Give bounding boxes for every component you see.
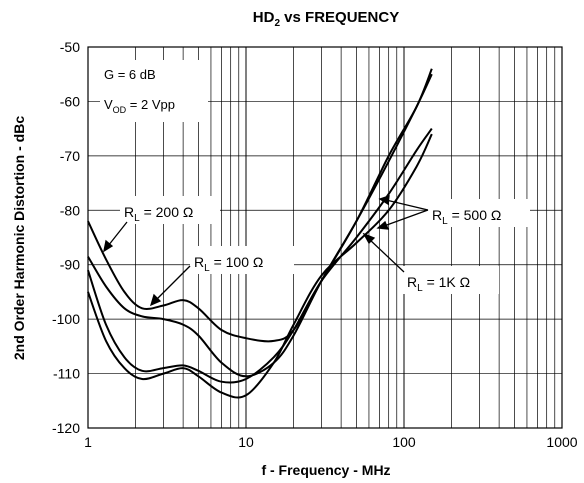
condition-gain: G = 6 dB xyxy=(104,67,156,82)
ann1k-arrowhead xyxy=(362,232,376,245)
x-tick-label: 1000 xyxy=(546,434,577,450)
ann100-arrowhead xyxy=(149,293,162,307)
series-line-1 xyxy=(87,73,433,378)
y-tick-label: -90 xyxy=(60,257,80,273)
ann500-arrowhead-2 xyxy=(376,220,390,230)
x-tick-label: 10 xyxy=(238,434,254,450)
ann100-label: RL = 100 Ω xyxy=(194,254,263,274)
ann500-arrowhead-1 xyxy=(378,195,390,206)
ann100-bg xyxy=(190,246,294,274)
series-lines xyxy=(87,68,433,399)
annotation-arrows xyxy=(103,195,429,307)
y-axis-label: 2nd Order Harmonic Distortion - dBc xyxy=(11,116,27,360)
y-tick-label: -120 xyxy=(52,420,80,436)
ann200-bg xyxy=(120,196,220,224)
y-tick-label: -100 xyxy=(52,311,80,327)
series-line-3 xyxy=(87,133,433,399)
chart-title: HD2 vs FREQUENCY xyxy=(253,9,399,29)
x-axis-label: f - Frequency - MHz xyxy=(261,462,390,478)
ann1k-bg xyxy=(403,266,499,294)
ann200-arrow xyxy=(107,221,128,247)
ann500-arrow-1 xyxy=(385,199,429,211)
ann500-label: RL = 500 Ω xyxy=(432,207,501,227)
plot-frame xyxy=(87,46,563,429)
x-tick-label: 100 xyxy=(392,434,416,450)
ann200-arrowhead xyxy=(103,239,114,253)
y-tick-label: -60 xyxy=(60,93,80,109)
ann100-arrow xyxy=(155,265,191,301)
series-line-2 xyxy=(87,128,433,384)
condition-vod: VOD = 2 Vpp xyxy=(104,97,175,115)
ann500-bg xyxy=(428,199,530,227)
y-tick-label: -50 xyxy=(60,39,80,55)
series-line-0 xyxy=(87,68,433,343)
x-tick-label: 1 xyxy=(84,434,92,450)
tick-labels: 1 10 100 1000 -120 -110 -100 -90 -80 -70 -60 -50 xyxy=(52,39,578,450)
y-tick-label: -80 xyxy=(60,202,80,218)
ann1k-label: RL = 1K Ω xyxy=(407,274,470,294)
y-tick-label: -70 xyxy=(60,148,80,164)
ann200-label: RL = 200 Ω xyxy=(124,204,193,224)
ann500-arrow-2 xyxy=(383,209,429,227)
ann1k-arrow xyxy=(368,238,405,273)
y-tick-label: -110 xyxy=(53,366,80,382)
conditions-box xyxy=(100,60,208,122)
